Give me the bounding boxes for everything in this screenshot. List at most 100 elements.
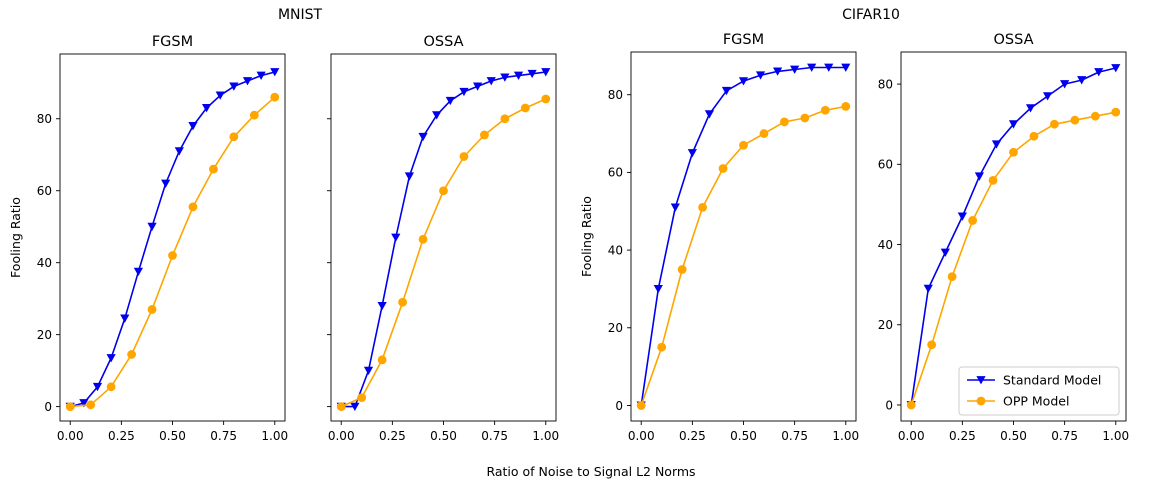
data-point	[1050, 119, 1059, 129]
data-point	[147, 222, 157, 232]
data-point	[957, 212, 967, 221]
subplot-title: FGSM	[723, 32, 764, 48]
x-tick-label: 1.00	[832, 429, 859, 443]
x-tick-label: 1.00	[1102, 429, 1129, 443]
data-point	[391, 233, 401, 242]
x-tick-label: 0.00	[57, 429, 84, 443]
data-point	[432, 111, 442, 120]
data-point	[1025, 104, 1036, 113]
subplot-0: FGSM Fooling Ratio 0.00 0.25 0.50 0.75 1.00 0 20…	[8, 34, 288, 443]
series-standard	[906, 64, 1121, 410]
data-point	[520, 103, 530, 113]
x-tick-label: 0.75	[481, 429, 508, 443]
data-point	[947, 272, 957, 282]
legend-label: OPP Model	[1003, 394, 1069, 409]
series-line	[341, 71, 546, 408]
data-point	[974, 172, 985, 181]
x-tick-label: 0.50	[430, 429, 457, 443]
y-tick-label: 80	[37, 112, 52, 126]
series-standard	[636, 63, 851, 410]
y-tick-label: 40	[608, 243, 623, 257]
data-point	[201, 104, 212, 113]
data-point	[677, 265, 687, 274]
data-point	[988, 175, 998, 185]
data-point	[923, 284, 933, 294]
legend-entry-opp: OPP Model	[967, 394, 1069, 409]
y-tick-label: 20	[608, 321, 623, 335]
data-point	[445, 96, 455, 106]
data-point	[215, 91, 225, 100]
data-point	[1008, 120, 1019, 129]
x-tick-label: 1.00	[532, 429, 559, 443]
data-point	[738, 77, 749, 86]
data-point	[229, 82, 239, 91]
data-point	[541, 68, 551, 77]
data-point	[670, 203, 680, 212]
data-point	[824, 63, 834, 72]
legend-marker	[976, 396, 986, 406]
x-tick-label: 0.50	[730, 429, 757, 443]
series-opp	[65, 92, 280, 412]
data-point	[739, 140, 748, 150]
subplot-3: OSSA 0.00 0.25 0.50 0.75 1.00 0 20 40 60 80	[878, 32, 1129, 443]
data-point	[527, 69, 537, 79]
x-tick-label: 0.50	[1000, 429, 1027, 443]
plot-frame	[330, 53, 557, 422]
y-tick-label: 60	[878, 158, 893, 172]
data-point	[841, 101, 851, 111]
data-point	[357, 393, 367, 403]
data-point	[653, 285, 663, 294]
x-tick-label: 0.00	[328, 429, 355, 443]
data-point	[398, 297, 407, 307]
y-tick-label: 20	[37, 328, 52, 342]
subplot-title: OSSA	[993, 32, 1033, 48]
data-point	[209, 164, 218, 174]
data-point	[459, 152, 469, 161]
data-point	[704, 110, 715, 119]
data-point	[363, 366, 374, 375]
series-opp	[636, 101, 851, 410]
data-point	[377, 355, 387, 365]
data-point	[174, 147, 184, 156]
series-opp	[906, 107, 1121, 410]
y-tick-label: 0	[44, 400, 52, 414]
plot-frame	[900, 51, 1127, 422]
shared-x-axis-label: Ratio of Noise to Signal L2 Norms	[486, 464, 695, 479]
data-point	[65, 402, 75, 412]
data-point	[1111, 64, 1121, 73]
data-point	[404, 172, 415, 181]
data-point	[1009, 147, 1018, 157]
data-point	[350, 402, 360, 411]
data-point	[1090, 111, 1100, 121]
data-point	[790, 65, 800, 74]
data-point	[718, 164, 728, 173]
series-line	[69, 71, 276, 408]
data-point	[657, 342, 667, 352]
data-point	[242, 77, 253, 86]
data-point	[772, 67, 783, 76]
data-point	[120, 314, 130, 323]
data-point	[336, 402, 346, 412]
data-point	[800, 113, 810, 123]
data-point	[472, 82, 483, 91]
x-tick-label: 0.25	[679, 429, 706, 443]
x-tick-label: 0.75	[781, 429, 808, 443]
group-title-mnist: MNIST	[278, 7, 323, 23]
subplot-2: FGSM Fooling Ratio 0.00 0.25 0.50 0.75 1.00 0 20…	[579, 32, 859, 443]
data-point	[377, 301, 387, 311]
subplot-panels: FGSM Fooling Ratio 0.00 0.25 0.50 0.75 1.00 0 20…	[8, 32, 1129, 443]
data-point	[541, 94, 551, 104]
data-point	[927, 340, 937, 350]
legend-box	[958, 366, 1120, 416]
data-point	[418, 132, 428, 142]
data-point	[940, 248, 950, 257]
subplot-1: OSSA 0.00 0.25 0.50 0.75 1.00	[327, 34, 559, 443]
data-point	[513, 71, 524, 80]
legend: Standard Model OPP Model	[958, 366, 1120, 416]
data-point	[188, 202, 198, 212]
data-point	[270, 92, 280, 102]
y-axis-label: Fooling Ratio	[8, 197, 23, 278]
data-point	[500, 114, 510, 124]
data-point	[755, 71, 766, 80]
